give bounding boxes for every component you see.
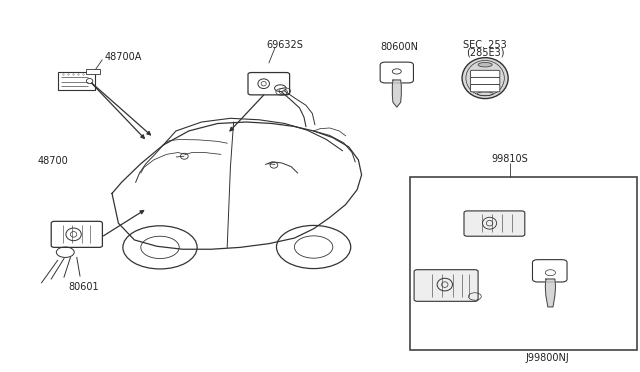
Text: SEC. 253: SEC. 253 xyxy=(463,41,507,50)
FancyBboxPatch shape xyxy=(414,270,478,301)
FancyBboxPatch shape xyxy=(380,62,413,83)
Text: 80600N: 80600N xyxy=(380,42,419,52)
FancyBboxPatch shape xyxy=(248,73,289,95)
Text: 48700A: 48700A xyxy=(104,52,141,61)
Text: 80601: 80601 xyxy=(68,282,99,292)
FancyBboxPatch shape xyxy=(464,211,525,236)
Polygon shape xyxy=(545,279,556,307)
FancyBboxPatch shape xyxy=(470,77,500,85)
Ellipse shape xyxy=(462,58,508,99)
FancyBboxPatch shape xyxy=(58,72,95,90)
FancyBboxPatch shape xyxy=(86,69,100,74)
FancyBboxPatch shape xyxy=(51,221,102,247)
Text: 48700: 48700 xyxy=(37,156,68,166)
Ellipse shape xyxy=(478,62,492,67)
Text: 69632S: 69632S xyxy=(266,40,303,49)
Polygon shape xyxy=(392,80,401,107)
FancyBboxPatch shape xyxy=(470,84,500,92)
Text: 99810S: 99810S xyxy=(491,154,528,164)
Text: J99800NJ: J99800NJ xyxy=(525,353,569,363)
Text: (285E3): (285E3) xyxy=(466,48,504,58)
FancyBboxPatch shape xyxy=(532,260,567,282)
FancyBboxPatch shape xyxy=(470,70,500,78)
Bar xyxy=(410,177,637,350)
